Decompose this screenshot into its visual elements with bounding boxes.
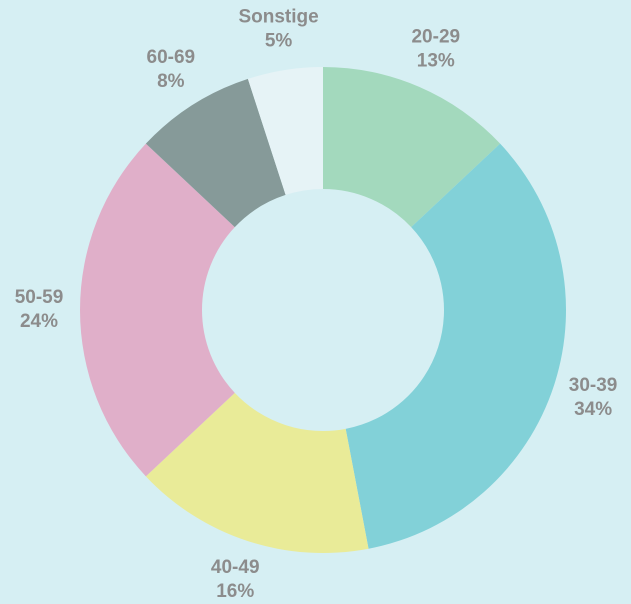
value-label: 34%	[574, 399, 612, 420]
slice	[247, 67, 323, 195]
slice-label: 20-29	[411, 26, 460, 47]
value-label: 5%	[265, 31, 293, 52]
slice-label: 50-59	[15, 287, 64, 308]
slice	[323, 67, 501, 228]
slice-label: Sonstige	[238, 7, 318, 28]
value-label: 8%	[157, 71, 185, 92]
slice-label: 60-69	[147, 47, 196, 68]
slice	[345, 143, 566, 549]
slice	[145, 78, 286, 228]
value-label: 16%	[216, 581, 254, 602]
value-label: 24%	[20, 311, 58, 332]
value-label: 13%	[417, 50, 455, 71]
slice	[145, 392, 369, 553]
slice	[79, 143, 235, 477]
slice-label: 40-49	[211, 557, 260, 578]
slice-label: 30-39	[569, 375, 618, 396]
